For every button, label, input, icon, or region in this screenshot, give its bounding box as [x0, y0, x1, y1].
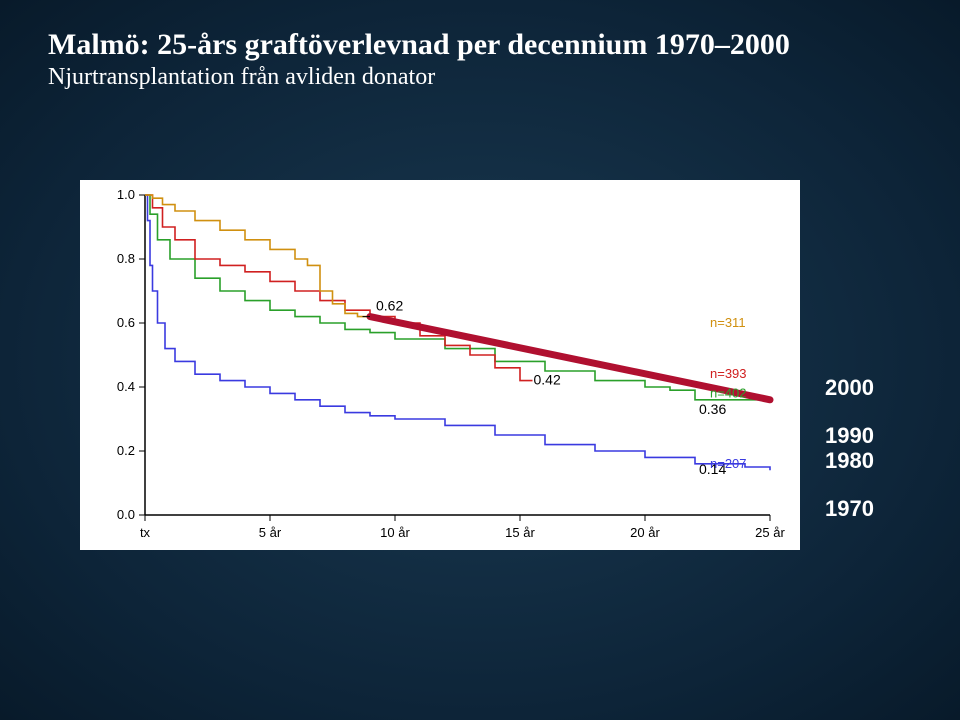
legend-item: 1980 [825, 448, 874, 474]
legend-area: 2000 19901980 1970 [815, 180, 935, 550]
legend-item: 2000 [825, 375, 874, 401]
svg-text:0.42: 0.42 [534, 372, 561, 388]
title-area: Malmö: 25-års graftöverlevnad per decenn… [48, 28, 790, 91]
svg-text:0.0: 0.0 [117, 507, 135, 522]
svg-text:0.4: 0.4 [117, 379, 135, 394]
svg-text:20 år: 20 år [630, 525, 660, 540]
svg-text:5 år: 5 år [259, 525, 282, 540]
title-line1: Malmö: 25-års graftöverlevnad per decenn… [48, 28, 790, 62]
legend-item: 1970 [825, 496, 874, 522]
svg-text:1.0: 1.0 [117, 187, 135, 202]
svg-text:0.36: 0.36 [699, 401, 726, 417]
legend-item: 1990 [825, 423, 874, 449]
chart-svg: 0.0 0.2 0.4 0.6 0.8 1.0 tx 5 år 10 år 15 år 20 år 2… [80, 180, 800, 550]
survival-chart: 0.0 0.2 0.4 0.6 0.8 1.0 tx 5 år 10 år 15 år 20 år 2… [80, 180, 800, 550]
svg-text:0.6: 0.6 [117, 315, 135, 330]
svg-text:tx: tx [140, 525, 151, 540]
svg-text:0.8: 0.8 [117, 251, 135, 266]
svg-text:15 år: 15 år [505, 525, 535, 540]
svg-text:0.2: 0.2 [117, 443, 135, 458]
svg-text:n=311: n=311 [710, 315, 746, 330]
svg-text:0.62: 0.62 [376, 298, 403, 314]
svg-text:10 år: 10 år [380, 525, 410, 540]
svg-text:n=207: n=207 [710, 456, 747, 471]
slide: Malmö: 25-års graftöverlevnad per decenn… [0, 0, 960, 720]
svg-text:n=402: n=402 [710, 385, 747, 400]
title-line2: Njurtransplantation från avliden donator [48, 64, 790, 91]
svg-text:n=393: n=393 [710, 366, 747, 381]
svg-text:25 år: 25 år [755, 525, 785, 540]
